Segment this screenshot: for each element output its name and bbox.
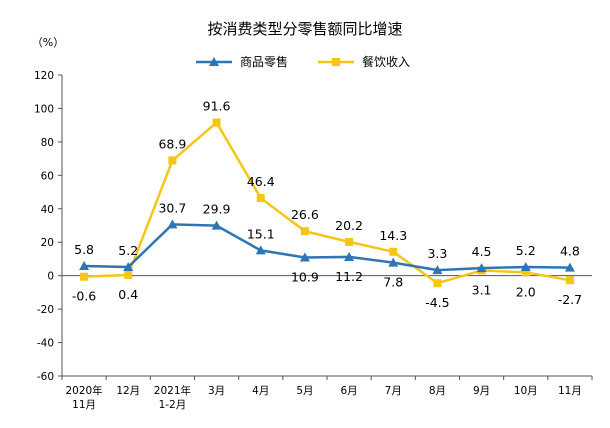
y-axis-unit-label: （%） bbox=[32, 36, 64, 49]
y-tick-label: 60 bbox=[41, 170, 54, 182]
x-tick-label: 11月 bbox=[72, 399, 96, 411]
x-tick-label: 9月 bbox=[473, 385, 490, 397]
data-point bbox=[212, 118, 221, 127]
data-point bbox=[167, 219, 178, 229]
data-label: 91.6 bbox=[203, 98, 231, 113]
series-1 bbox=[80, 118, 574, 288]
legend-marker-0 bbox=[209, 57, 219, 66]
data-label: 30.7 bbox=[158, 200, 186, 215]
data-label: 11.2 bbox=[335, 269, 363, 284]
series-layer: 5.8 5.2 30.7 29.9 15.1 10.9 11.2 7.8 3.3 4.5 5.2 4.… bbox=[72, 98, 582, 310]
axes: -60 -40 -20 0 20 40 60 80 100 120 2020年 11月 12月 2021年… bbox=[34, 70, 593, 411]
data-label: 5.2 bbox=[516, 243, 536, 258]
data-label: 7.8 bbox=[383, 275, 403, 290]
data-labels-0: 5.8 5.2 30.7 29.9 15.1 10.9 11.2 7.8 3.3 4.5 5.2 4.… bbox=[74, 200, 580, 289]
data-label: 46.4 bbox=[247, 174, 275, 189]
data-point bbox=[521, 268, 530, 277]
data-point bbox=[476, 263, 487, 273]
series-line-1 bbox=[84, 120, 571, 285]
data-label: 3.1 bbox=[472, 282, 492, 297]
x-tick-label: 3月 bbox=[208, 385, 225, 397]
data-point bbox=[433, 279, 442, 288]
data-point bbox=[211, 220, 222, 230]
x-tick-label: 12月 bbox=[116, 385, 140, 397]
legend-label-1: 餐饮收入 bbox=[362, 54, 410, 69]
legend-label-0: 商品零售 bbox=[240, 54, 288, 69]
chart-title: 按消费类型分零售额同比增速 bbox=[207, 20, 402, 38]
data-label: 0.4 bbox=[118, 287, 138, 302]
data-point bbox=[255, 245, 266, 255]
data-point bbox=[299, 252, 310, 262]
series-0 bbox=[79, 219, 575, 275]
data-label: 5.8 bbox=[74, 242, 94, 257]
data-label: -2.7 bbox=[558, 292, 582, 307]
data-label: 3.3 bbox=[427, 246, 447, 261]
data-point bbox=[564, 262, 575, 272]
data-point bbox=[123, 261, 134, 271]
data-point bbox=[256, 194, 265, 203]
data-point bbox=[344, 251, 355, 261]
x-tick-label: 7月 bbox=[385, 385, 402, 397]
x-tick-label: 10月 bbox=[514, 385, 538, 397]
data-point bbox=[565, 276, 574, 285]
data-point bbox=[79, 260, 90, 270]
y-tick-label: -20 bbox=[37, 304, 54, 316]
data-label: -4.5 bbox=[425, 295, 449, 310]
data-label: 10.9 bbox=[291, 269, 319, 284]
y-tick-label: 40 bbox=[41, 204, 54, 216]
data-labels-1: -0.6 0.4 68.9 91.6 46.4 26.6 20.2 14.3 -4.5 3.1 2.… bbox=[72, 98, 582, 310]
x-tick-label: 6月 bbox=[340, 385, 357, 397]
y-tick-label: 120 bbox=[34, 70, 54, 82]
data-label: 15.1 bbox=[247, 226, 275, 241]
x-tick-label: 4月 bbox=[252, 385, 269, 397]
y-tick-label: -40 bbox=[37, 338, 54, 350]
y-tick-label: 80 bbox=[41, 137, 54, 149]
data-point bbox=[520, 261, 531, 271]
y-tick-label: 100 bbox=[34, 103, 54, 115]
y-tick-label: 0 bbox=[47, 271, 54, 283]
data-label: 4.8 bbox=[560, 244, 580, 259]
series-line-0 bbox=[84, 223, 570, 272]
data-point bbox=[432, 265, 443, 275]
data-label: 5.2 bbox=[118, 243, 138, 258]
data-point bbox=[389, 247, 398, 256]
y-tick-label: 20 bbox=[41, 237, 54, 249]
legend-marker-1 bbox=[332, 58, 340, 66]
data-label: 4.5 bbox=[472, 244, 492, 259]
data-point bbox=[124, 270, 133, 279]
x-tick-label: 8月 bbox=[429, 385, 446, 397]
data-label: 26.6 bbox=[291, 207, 319, 222]
x-tick-label: 5月 bbox=[296, 385, 313, 397]
data-label: -0.6 bbox=[72, 289, 96, 304]
data-point bbox=[300, 227, 309, 236]
data-label: 29.9 bbox=[203, 202, 231, 217]
data-point bbox=[80, 272, 89, 281]
data-point bbox=[388, 257, 399, 267]
data-label: 14.3 bbox=[379, 228, 407, 243]
legend: 商品零售 餐饮收入 bbox=[196, 54, 410, 69]
data-point bbox=[345, 237, 354, 246]
x-tick-label: 2020年 bbox=[65, 384, 102, 397]
y-tick-label: -60 bbox=[37, 371, 54, 383]
data-point bbox=[168, 156, 177, 165]
data-label: 20.2 bbox=[335, 218, 363, 233]
x-tick-label: 2021年 bbox=[154, 384, 191, 397]
data-label: 2.0 bbox=[516, 284, 536, 299]
x-tick-label: 1-2月 bbox=[159, 399, 187, 411]
x-tick-label: 11月 bbox=[558, 385, 582, 397]
data-label: 68.9 bbox=[158, 136, 186, 151]
